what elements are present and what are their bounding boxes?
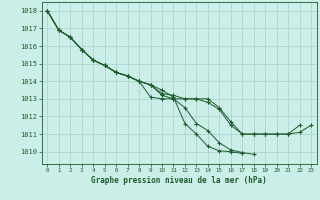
X-axis label: Graphe pression niveau de la mer (hPa): Graphe pression niveau de la mer (hPa) [91, 176, 267, 185]
